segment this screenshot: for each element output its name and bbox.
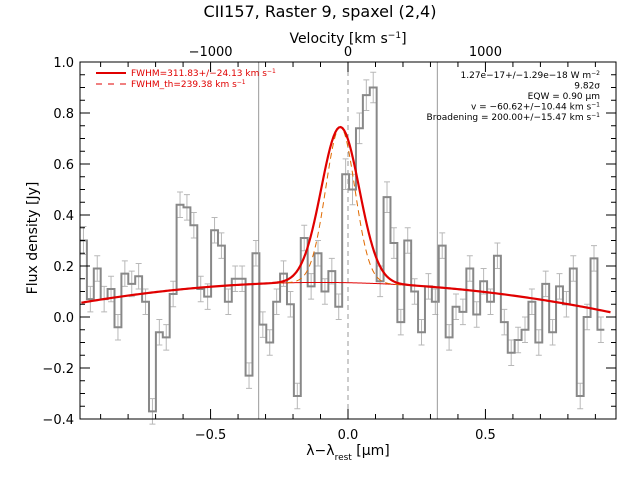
fit-annotation: v = −60.62+/−10.44 km s−1 <box>471 101 600 113</box>
y-axis-title: Flux density [Jy] <box>25 182 41 295</box>
data-steps <box>80 86 605 413</box>
y-tick-label: −0.4 <box>42 413 74 428</box>
top-tick-label: −1000 <box>189 45 233 60</box>
x-tick-label: 0.0 <box>338 428 359 443</box>
top-axis-title: Velocity [km s−1] <box>289 31 406 47</box>
legend-entry: FWHM=311.83+/−24.13 km s−1 <box>131 68 276 80</box>
legend: FWHM=311.83+/−24.13 km s−1FWHM_th=239.38… <box>96 68 276 91</box>
top-tick-label: 1000 <box>469 45 502 60</box>
x-tick-label: −0.5 <box>195 428 227 443</box>
y-tick-label: −0.2 <box>42 362 74 377</box>
fit-curves <box>81 125 611 314</box>
data-step-line <box>80 86 605 413</box>
reference-lines <box>258 62 438 419</box>
fit-annotation: EQW = 0.90 μm <box>528 92 600 102</box>
chart-title: CII157, Raster 9, spaxel (2,4) <box>204 2 437 21</box>
y-tick-label: 0.8 <box>53 107 74 122</box>
x-tick-label: 0.5 <box>475 428 496 443</box>
x-axis-title: λ−λrest [μm] <box>306 443 390 463</box>
y-tick-label: 1.0 <box>53 56 74 71</box>
y-tick-label: 0.6 <box>53 158 74 173</box>
fit-annotation: 1.27e−17+/−1.29e−18 W m−2 <box>461 70 601 82</box>
top-tick-label: 0 <box>344 45 352 60</box>
y-tick-label: 0.4 <box>53 209 74 224</box>
legend-entry: FWHM_th=239.38 km s−1 <box>131 79 246 91</box>
y-tick-label: 0.2 <box>53 260 74 275</box>
fit-annotation: 9.82σ <box>574 82 600 92</box>
y-tick-label: 0.0 <box>53 311 74 326</box>
fit-annotation: Broadening = 200.00+/−15.47 km s−1 <box>427 112 601 124</box>
axis-ticks: −0.5 0.0 0.5 −1000 0 1000 −0.4 −0.2 0.0 0.2 0.4 0.6… <box>42 45 616 443</box>
gaussian-fit-curve <box>81 125 611 314</box>
